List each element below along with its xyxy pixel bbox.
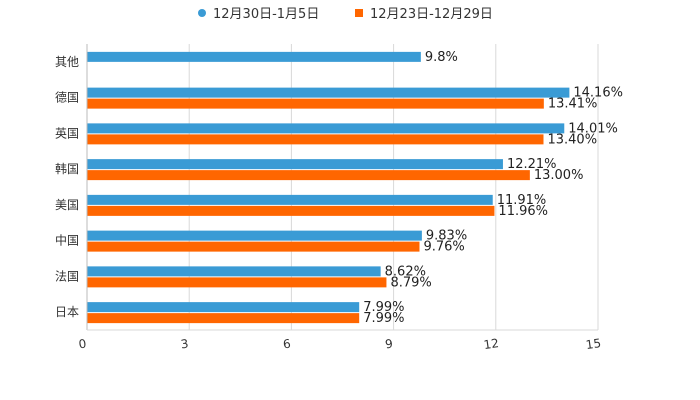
x-tick-label: 6: [282, 337, 292, 352]
category-label: 德国: [55, 90, 79, 105]
bar-series2[interactable]: [87, 134, 544, 145]
legend-marker-0: [198, 9, 206, 17]
data-label: 8.79%: [390, 275, 431, 290]
legend-label-0[interactable]: 12月30日-1月5日: [213, 7, 319, 22]
category-label: 中国: [55, 233, 79, 248]
data-label: 9.8%: [425, 50, 458, 65]
legend-marker-1: [355, 9, 363, 17]
bar-series2[interactable]: [87, 313, 360, 324]
bar-series2[interactable]: [87, 277, 387, 288]
data-label: 12.21%: [507, 157, 557, 172]
data-label: 14.01%: [568, 121, 618, 136]
bars: [87, 51, 570, 324]
data-label: 13.00%: [534, 168, 584, 183]
data-label: 13.40%: [547, 132, 597, 147]
category-label: 美国: [55, 198, 79, 212]
data-label: 7.99%: [363, 311, 404, 326]
bar-series1[interactable]: [87, 51, 421, 62]
labels: 其他 9.8% 德国 14.16%13.41% 英国 14.01%13.40% 韩国 12.2…: [55, 50, 623, 326]
axes: 0 3 6 9 12 15: [78, 44, 602, 352]
category-label: 英国: [55, 126, 79, 140]
bar-series1[interactable]: [87, 123, 565, 134]
data-label: 14.16%: [573, 86, 623, 101]
category-label: 韩国: [55, 161, 79, 176]
x-tick-label: 0: [78, 337, 88, 352]
x-tick-label: 3: [180, 337, 190, 352]
data-label: 13.41%: [548, 97, 598, 112]
category-label: 其他: [55, 55, 79, 69]
category-label: 法国: [55, 269, 79, 283]
data-label: 9.76%: [423, 240, 464, 255]
data-label: 11.91%: [497, 193, 547, 208]
data-label: 8.62%: [385, 264, 426, 279]
data-label: 11.96%: [498, 204, 548, 219]
bar-series2[interactable]: [87, 205, 495, 216]
bar-series2[interactable]: [87, 241, 420, 252]
bar-series1[interactable]: [87, 87, 570, 98]
bar-series1[interactable]: [87, 266, 381, 277]
bar-series1[interactable]: [87, 302, 360, 313]
bar-series1[interactable]: [87, 230, 422, 241]
x-tick-label: 9: [384, 337, 394, 352]
x-tick-label: 12: [483, 336, 500, 352]
legend: 12月30日-1月5日 12月23日-12月29日: [198, 7, 493, 22]
category-label: 日本: [55, 305, 79, 319]
bar-series2[interactable]: [87, 170, 530, 181]
legend-label-1[interactable]: 12月23日-12月29日: [370, 7, 493, 22]
bar-series1[interactable]: [87, 194, 493, 205]
bar-series2[interactable]: [87, 98, 544, 109]
x-tick-label: 15: [585, 336, 602, 352]
data-label: 9.83%: [426, 229, 467, 244]
data-label: 7.99%: [363, 300, 404, 315]
bar-series1[interactable]: [87, 159, 503, 170]
